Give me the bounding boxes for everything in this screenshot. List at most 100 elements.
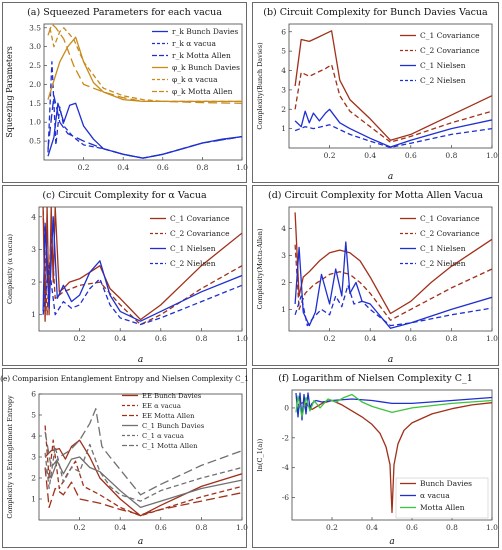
x-tick-label: 0.4 [364, 151, 376, 160]
series-line-4 [42, 265, 242, 326]
series-line-5 [49, 27, 242, 103]
y-tick-label: 6 [281, 27, 286, 36]
panel-frame [252, 2, 499, 183]
series-line-3 [295, 393, 492, 418]
y-tick-label: 1 [31, 310, 36, 319]
series-line-2 [294, 64, 492, 143]
y-axis-label: Complexity vs Entanglement Entropy [6, 395, 14, 519]
legend: r_k Bunch Davies r_k α vacua r_k Motta All… [152, 27, 240, 96]
series-line-6 [47, 24, 242, 104]
legend-label: r_k Motta Allen [172, 51, 231, 60]
legend-label: C_1 α vacua [142, 432, 184, 440]
x-tick-label: 1.0 [486, 334, 498, 343]
y-tick-label: 1 [31, 495, 36, 504]
x-tick-label: 0.6 [155, 523, 167, 532]
x-tick-label: 0.6 [155, 334, 167, 343]
x-tick-label: 0.2 [326, 523, 338, 532]
x-tick-label: 1.0 [236, 523, 248, 532]
legend-label: Bunch Davies [420, 479, 472, 488]
y-tick-label: 3.5 [29, 23, 41, 32]
chart-title: (e) Comparision Entanglement Entropy and… [0, 374, 249, 383]
chart-title: (f) Logarithm of Nielsen Complexity C_1 [278, 373, 473, 384]
series-line-3 [44, 467, 242, 516]
chart-title: (c) Circuit Complexity for α Vacua [42, 190, 207, 201]
y-axis-label: Complexity(Motta-Allen) [256, 228, 264, 309]
y-tick-label: 0 [284, 403, 289, 412]
series-line-2 [42, 210, 242, 326]
x-axis-label: a [388, 355, 393, 365]
legend-label: C_2 Covariance [170, 229, 230, 238]
x-tick-label: 0.8 [445, 151, 457, 160]
x-tick-label: 0.2 [324, 151, 336, 160]
x-tick-label: 0.4 [114, 523, 126, 532]
x-tick-label: 0.6 [405, 151, 417, 160]
x-tick-label: 0.6 [405, 334, 417, 343]
series-line-1 [294, 212, 492, 315]
y-tick-label: 2 [281, 278, 286, 287]
legend-label: C_1 Nielsen [170, 244, 216, 253]
y-tick-label: 1.0 [29, 118, 41, 127]
x-tick-label: 0.2 [74, 523, 86, 532]
legend-label: r_k α vacua [172, 39, 216, 48]
legend-label: EE Bunch Davies [142, 392, 202, 400]
chart-panel-5: (e) Comparision Entanglement Entropy and… [0, 368, 249, 548]
x-tick-label: 0.4 [364, 334, 376, 343]
x-axis-label: a [138, 355, 143, 365]
y-tick-label: 3.0 [29, 42, 41, 51]
legend-label: φ_k Motta Allen [172, 87, 233, 96]
y-tick-label: 5 [31, 411, 36, 420]
x-tick-label: 0.4 [366, 523, 378, 532]
series-line-5 [44, 443, 242, 502]
legend-label: C_2 Covariance [420, 46, 480, 55]
legend-label: C_1 Covariance [420, 214, 480, 223]
y-tick-label: -4 [282, 463, 290, 472]
y-tick-label: 4 [31, 432, 36, 441]
panel-frame [2, 368, 247, 548]
plot-area [291, 389, 493, 521]
legend: Bunch Davies α vacua Motta Allen [395, 477, 489, 519]
y-tick-label: 3 [31, 245, 36, 254]
x-tick-label: 0.6 [157, 163, 169, 172]
plot-area [38, 206, 243, 332]
y-axis-label: Complexity (α vacua) [6, 234, 14, 304]
legend-label: α vacua [420, 491, 450, 500]
x-tick-label: 0.2 [78, 163, 90, 172]
x-tick-label: 1.0 [486, 523, 498, 532]
plot-area [288, 206, 493, 332]
y-tick-label: -6 [282, 493, 290, 502]
y-tick-label: 2 [31, 278, 36, 287]
y-tick-label: 3 [281, 85, 286, 94]
series-line-1 [44, 439, 242, 517]
legend-label: C_2 Covariance [420, 229, 480, 238]
panel-frame [2, 2, 247, 183]
legend-label: C_1 Motta Allen [142, 442, 198, 450]
plot-area [43, 23, 243, 161]
legend-label: Motta Allen [420, 503, 465, 512]
x-tick-label: 1.0 [236, 334, 248, 343]
legend-label: C_2 Nielsen [170, 259, 216, 268]
chart-panel-4: (d) Circuit Complexity for Motta Allen V… [252, 185, 499, 366]
x-axis-label: a [388, 172, 393, 182]
x-axis-label: a [389, 537, 394, 547]
y-tick-label: 1.5 [29, 99, 41, 108]
y-axis-label: ln(C_1(a)) [256, 438, 264, 471]
y-axis-label: Complexity(Bunch Davies) [256, 42, 264, 130]
series-line-1 [294, 30, 492, 141]
chart-panel-6: (f) Logarithm of Nielsen Complexity C_1 0… [252, 368, 499, 548]
x-tick-label: 1.0 [236, 163, 248, 172]
x-tick-label: 0.8 [196, 163, 208, 172]
legend-label: EE α vacua [142, 402, 181, 410]
series-line-6 [44, 408, 242, 496]
y-tick-label: 5 [281, 47, 286, 56]
legend-label: EE Motta Allen [142, 412, 195, 420]
x-tick-label: 0.2 [324, 334, 336, 343]
y-tick-label: 2.0 [29, 80, 41, 89]
chart-panel-1: (a) Squeezed Parameters for each vacua 0.… [2, 2, 248, 183]
series-line-4 [44, 456, 242, 509]
y-tick-label: 3 [31, 453, 36, 462]
legend-label: C_1 Covariance [170, 214, 230, 223]
series-line-4 [294, 284, 492, 327]
x-tick-label: 0.8 [445, 334, 457, 343]
panel-frame [252, 368, 499, 548]
series-line-3 [42, 216, 242, 322]
